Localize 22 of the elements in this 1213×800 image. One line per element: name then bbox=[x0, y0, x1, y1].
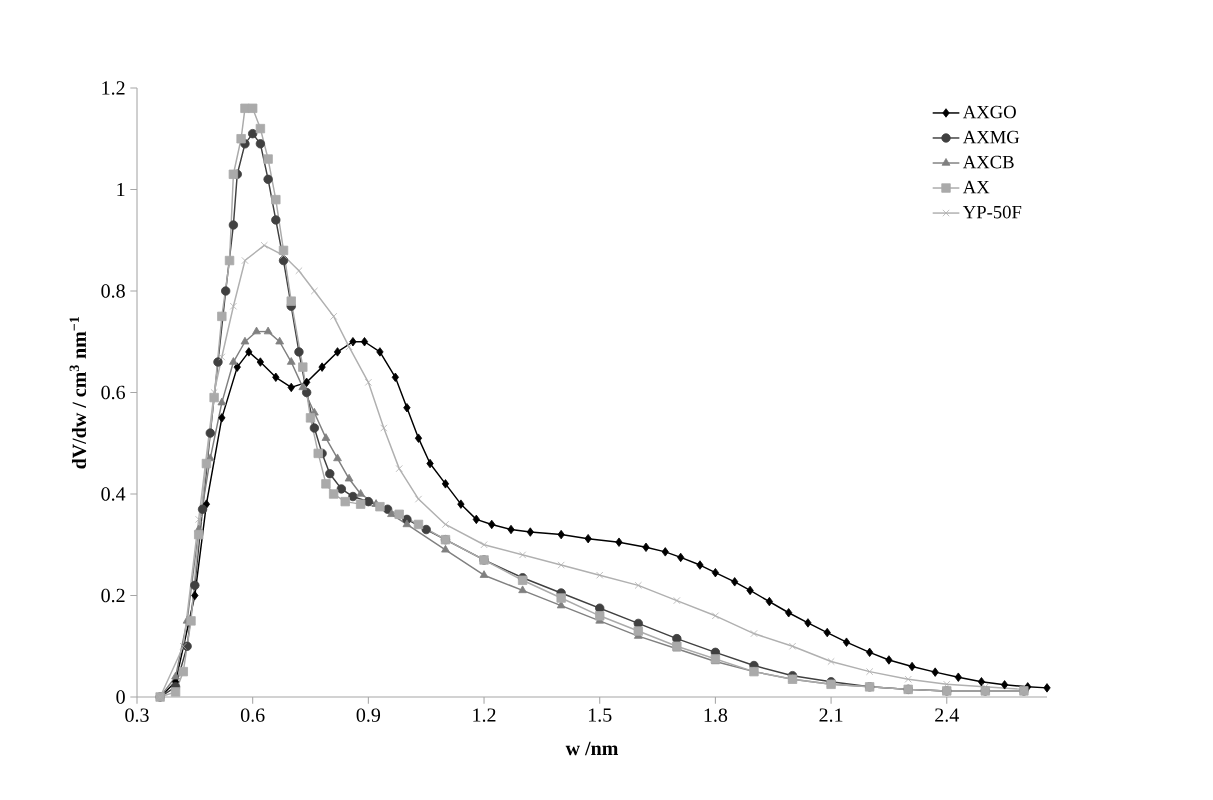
x-tick-label: 2.4 bbox=[935, 708, 959, 722]
x-tick-label: 1.5 bbox=[588, 708, 612, 722]
y-tick-label: 1 bbox=[117, 182, 125, 197]
y-tick-label: 0.4 bbox=[101, 487, 126, 501]
legend-label: AXMG bbox=[962, 130, 1020, 144]
y-tick-label: 0.6 bbox=[101, 385, 126, 400]
x-tick-label: 1.2 bbox=[473, 708, 496, 722]
x-tick-label: 1.8 bbox=[704, 708, 728, 722]
legend-label: AXGO bbox=[962, 105, 1016, 119]
legend-label: AX bbox=[962, 180, 990, 194]
x-tick-label: 0.6 bbox=[240, 708, 265, 722]
y-tick-label: 0 bbox=[116, 690, 125, 704]
y-tick-label: 0.8 bbox=[101, 284, 125, 298]
legend-label: YP-50F bbox=[962, 205, 1022, 219]
legend-label: AXCB bbox=[962, 155, 1014, 169]
y-tick-label: 0.2 bbox=[101, 588, 125, 603]
x-tick-label: 0.9 bbox=[356, 708, 381, 722]
x-tick-label: 2.1 bbox=[819, 708, 843, 722]
text: dV/dw / cm$^{3}$ nm$^{−1}$ bbox=[69, 316, 87, 469]
y-tick-label: 1.2 bbox=[102, 81, 125, 95]
x-axis-title: w /nm bbox=[565, 741, 619, 756]
x-tick-label: 0.3 bbox=[125, 708, 149, 722]
